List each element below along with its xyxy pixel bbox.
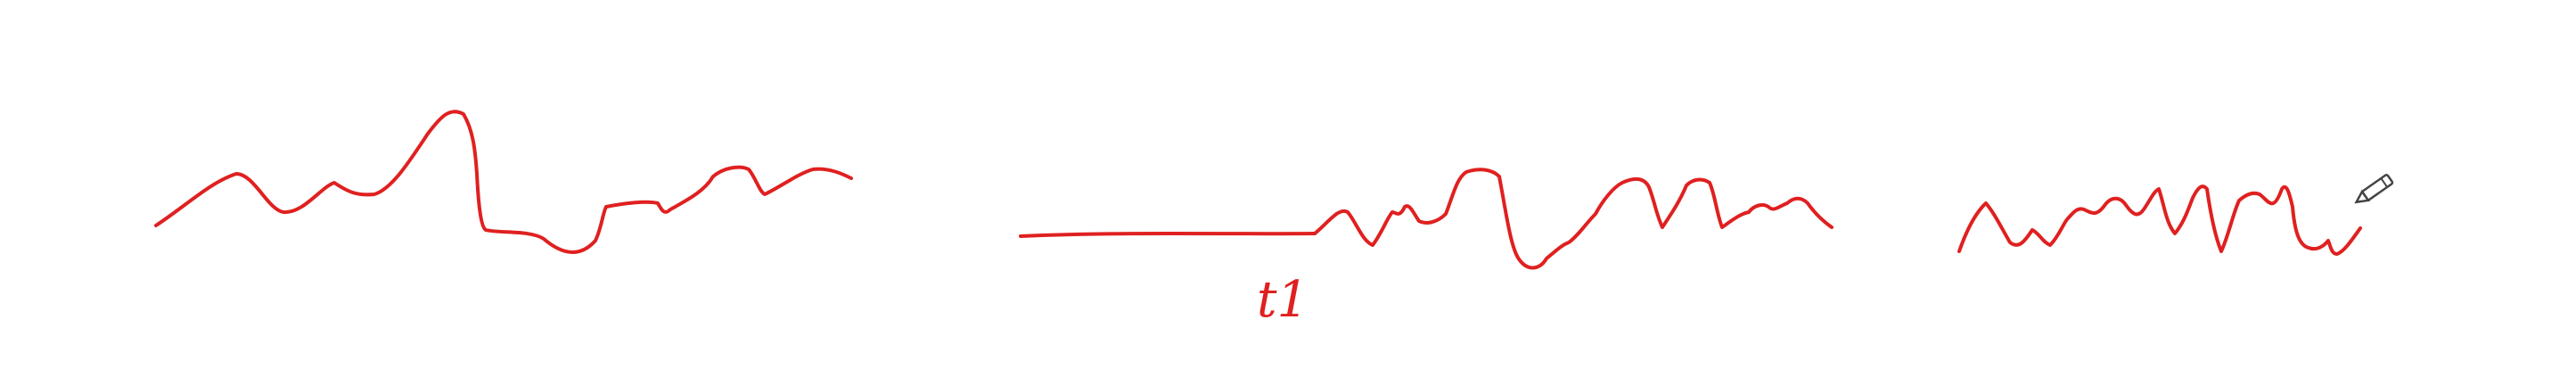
flat-baseline <box>1019 232 1317 238</box>
waveform-1 <box>154 110 853 254</box>
pencil-icon <box>2354 174 2394 204</box>
time-label-t1: t1 <box>1257 271 1309 329</box>
waveform-2 <box>1313 168 1834 270</box>
waveform-3 <box>1957 184 2362 256</box>
